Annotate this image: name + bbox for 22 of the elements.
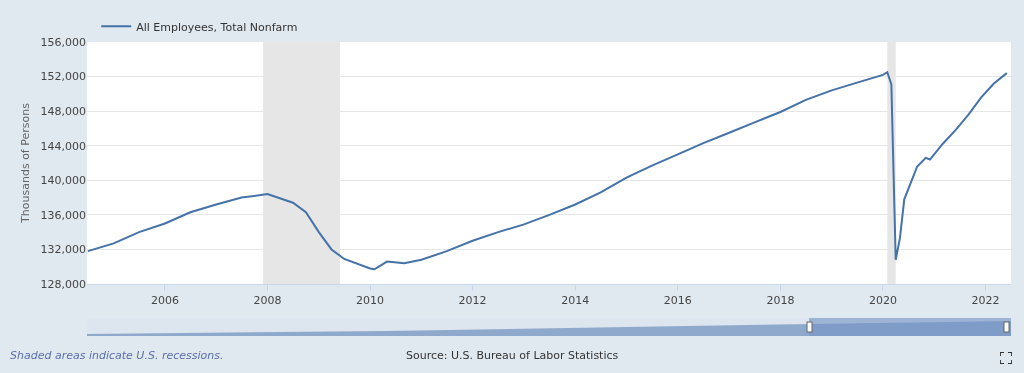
x-tick-label: 2012	[458, 294, 487, 308]
y-tick-label: 152,000	[40, 70, 86, 84]
y-tick-label: 140,000	[40, 174, 86, 188]
y-tick-label: 128,000	[40, 277, 86, 291]
x-tick-label: 2022	[971, 294, 1000, 308]
y-tick-label: 144,000	[40, 139, 86, 153]
x-tick-label: 2010	[356, 294, 385, 308]
line-series	[87, 71, 1008, 271]
y-tick-label: 132,000	[40, 243, 86, 257]
y-tick-label: 148,000	[40, 104, 86, 118]
x-tick-label: 2016	[663, 294, 692, 308]
source-note: Source: U.S. Bureau of Labor Statistics	[406, 349, 619, 362]
y-tick-label: 156,000	[40, 35, 86, 49]
legend-label: All Employees, Total Nonfarm	[136, 20, 298, 34]
y-tick-label: 136,000	[40, 208, 86, 222]
x-tick-label: 2008	[253, 294, 282, 308]
text: Shaded areas indicate U.S. recessions.	[10, 349, 224, 362]
x-tick-label: 2014	[561, 294, 590, 308]
x-tick-label: 2006	[150, 294, 179, 308]
x-tick-label: 2018	[766, 294, 795, 308]
y-axis-title: Thousands of Persons	[19, 102, 33, 224]
x-tick-label: 2020	[868, 294, 897, 308]
